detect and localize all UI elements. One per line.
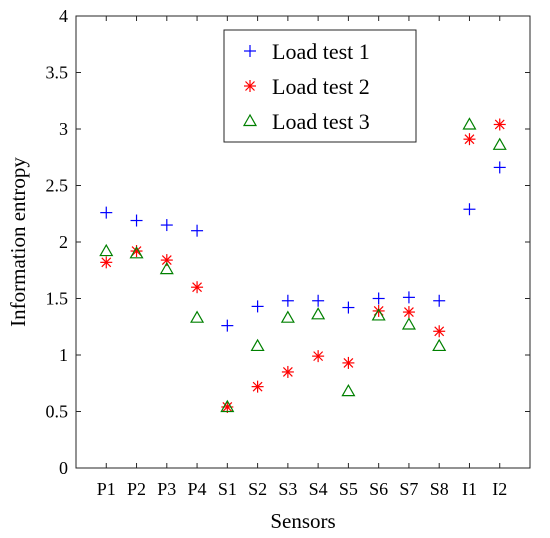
point-triangle-p2 bbox=[129, 246, 144, 259]
x-tick-label: P1 bbox=[97, 479, 116, 499]
point-plus-s3 bbox=[281, 294, 294, 307]
x-tick-label: I2 bbox=[492, 479, 507, 499]
point-triangle-i2 bbox=[492, 137, 507, 150]
legend-label: Load test 2 bbox=[272, 74, 370, 99]
x-tick-label: S5 bbox=[339, 479, 358, 499]
point-triangle-s7 bbox=[401, 317, 416, 330]
point-triangle-p4 bbox=[190, 310, 205, 323]
x-tick-label: P2 bbox=[127, 479, 146, 499]
point-asterisk-i2 bbox=[493, 118, 506, 131]
y-axis-label: Information entropy bbox=[6, 157, 30, 327]
tick-marks bbox=[76, 15, 530, 469]
x-axis-label: Sensors bbox=[270, 509, 335, 533]
point-plus-s1 bbox=[221, 319, 234, 332]
point-asterisk-s4 bbox=[312, 350, 325, 363]
legend-marker-triangle bbox=[242, 113, 258, 127]
legend-marker-asterisk bbox=[244, 80, 256, 92]
y-tick-label: 4 bbox=[59, 6, 68, 26]
point-plus-s8 bbox=[433, 294, 446, 307]
x-tick-label: P4 bbox=[188, 479, 207, 499]
point-triangle-p3 bbox=[159, 261, 174, 275]
x-tick-label: S2 bbox=[248, 479, 267, 499]
point-plus-s7 bbox=[402, 291, 415, 304]
legend-label: Load test 1 bbox=[272, 39, 370, 64]
point-asterisk-p4 bbox=[191, 281, 204, 294]
x-tick-label: S3 bbox=[278, 479, 297, 499]
legend: Load test 1 Load test 2 Load test 3 bbox=[223, 29, 417, 143]
legend-label: Load test 3 bbox=[272, 109, 370, 134]
legend-box bbox=[223, 29, 417, 143]
y-tick-label: 3 bbox=[59, 119, 68, 139]
point-plus-s6 bbox=[372, 292, 385, 305]
y-tick-label: 0.5 bbox=[46, 402, 69, 422]
point-asterisk-s3 bbox=[281, 365, 294, 378]
point-asterisk-s5 bbox=[342, 356, 355, 369]
x-tick-label: I1 bbox=[462, 479, 477, 499]
x-tick-label: S6 bbox=[369, 479, 388, 499]
y-tick-label: 2.5 bbox=[46, 176, 69, 196]
point-plus-s5 bbox=[342, 301, 355, 314]
point-triangle-s2 bbox=[250, 338, 265, 352]
point-plus-p3 bbox=[160, 219, 173, 232]
plot-area-frame bbox=[75, 15, 531, 469]
y-tick-label: 3.5 bbox=[46, 63, 69, 83]
y-tick-label: 0 bbox=[59, 458, 68, 478]
point-triangle-s8 bbox=[432, 338, 447, 352]
point-triangle-s3 bbox=[280, 310, 295, 323]
x-tick-label: P3 bbox=[157, 479, 176, 499]
y-tick-label: 1.5 bbox=[46, 289, 69, 309]
x-tick-label: S7 bbox=[399, 479, 418, 499]
point-triangle-p1 bbox=[99, 243, 114, 257]
point-plus-i2 bbox=[493, 161, 506, 174]
point-asterisk-p1 bbox=[100, 256, 113, 269]
x-tick-label: S1 bbox=[218, 479, 237, 499]
data-points bbox=[99, 117, 507, 413]
point-asterisk-s6 bbox=[372, 304, 385, 317]
point-asterisk-s8 bbox=[433, 325, 446, 338]
point-triangle-s6 bbox=[371, 308, 386, 321]
point-triangle-s4 bbox=[311, 307, 326, 320]
point-asterisk-s2 bbox=[251, 380, 264, 393]
point-triangle-s1 bbox=[220, 399, 235, 413]
point-plus-s4 bbox=[312, 294, 325, 307]
point-plus-p1 bbox=[100, 206, 113, 219]
point-plus-p2 bbox=[130, 214, 143, 227]
y-tick-label: 2 bbox=[59, 232, 68, 252]
tick-labels: 0 0.5 1 1.5 2 2.5 3 3.5 4 P1 P2 P3 P4 S1 S2 S3 S4 S5 S6 S7 S… bbox=[46, 6, 508, 499]
point-plus-i1 bbox=[463, 203, 476, 216]
point-asterisk-i1 bbox=[463, 133, 476, 146]
point-triangle-s5 bbox=[341, 383, 356, 397]
x-tick-label: S8 bbox=[430, 479, 449, 499]
x-tick-label: S4 bbox=[309, 479, 328, 499]
legend-marker-plus bbox=[244, 45, 256, 57]
y-tick-label: 1 bbox=[59, 345, 68, 365]
point-plus-s2 bbox=[251, 300, 264, 313]
point-triangle-i1 bbox=[462, 117, 477, 130]
point-plus-p4 bbox=[191, 224, 204, 237]
point-asterisk-s7 bbox=[402, 306, 415, 319]
